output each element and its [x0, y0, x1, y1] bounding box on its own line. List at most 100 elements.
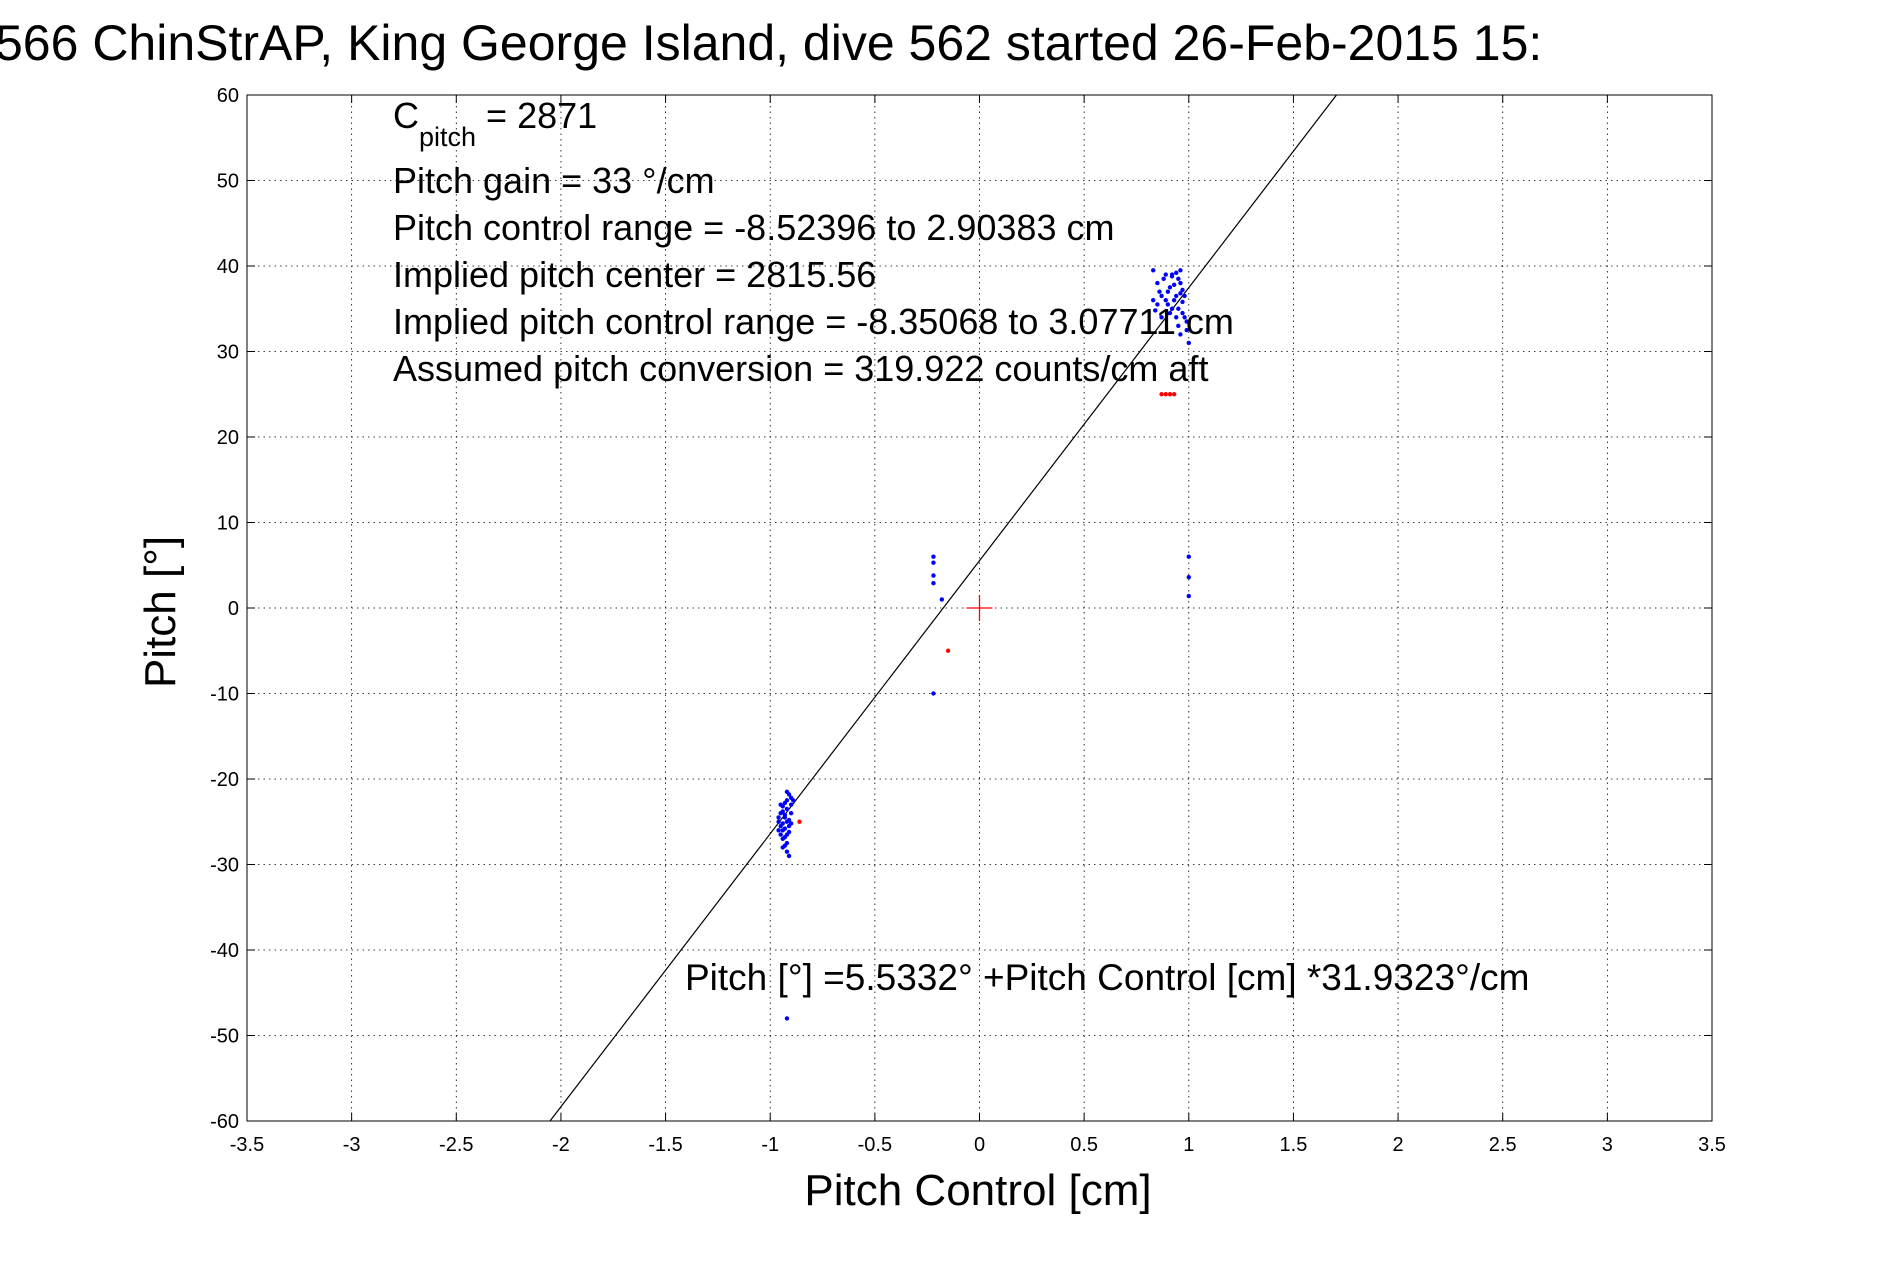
- blue-data-point: [780, 845, 785, 850]
- blue-data-point: [788, 821, 794, 826]
- blue-data-point: [778, 832, 783, 837]
- blue-data-point: [1182, 293, 1187, 299]
- blue-data-point: [1178, 268, 1183, 273]
- blue-data-point: [1151, 298, 1156, 303]
- blue-data-point: [1186, 575, 1191, 580]
- blue-data-point: [1163, 298, 1168, 303]
- blue-data-point: [1169, 306, 1175, 311]
- implied-range-annotation: Implied pitch control range = -8.35068 t…: [393, 301, 1234, 342]
- blue-data-point: [931, 560, 936, 565]
- x-tick-label: -2: [552, 1134, 570, 1156]
- x-tick-label: -1.5: [648, 1134, 682, 1156]
- x-tick-label: 0: [974, 1134, 985, 1156]
- blue-data-point: [782, 812, 788, 818]
- blue-data-point: [784, 1016, 790, 1021]
- implied-center-annotation: Implied pitch center = 2815.56: [393, 254, 876, 295]
- blue-data-point: [784, 849, 790, 854]
- y-tick-label: 30: [217, 342, 239, 364]
- blue-data-point: [1176, 306, 1181, 311]
- blue-data-point: [1161, 276, 1166, 282]
- y-tick-label: -60: [210, 1111, 239, 1133]
- fit-equation-label: Pitch [°] =5.5332° +Pitch Control [cm] *…: [685, 957, 1529, 998]
- blue-data-point: [780, 836, 785, 842]
- x-tick-label: 2.5: [1489, 1134, 1517, 1156]
- blue-data-point: [1176, 323, 1181, 329]
- blue-data-point: [1165, 302, 1171, 307]
- y-tick-label: 40: [217, 256, 239, 278]
- x-tick-label: -0.5: [858, 1134, 892, 1156]
- blue-data-point: [1174, 293, 1179, 299]
- blue-data-point: [776, 819, 781, 824]
- blue-data-point: [1180, 310, 1185, 316]
- tick-layer: -3.5 -3 -2.5 -2 -1.5 -1 -0.5 0 0.5 1 1.5 2 2.5 3 3.5 60…: [210, 85, 1726, 1156]
- y-tick-label: -10: [210, 684, 239, 706]
- red-data-point: [1171, 392, 1177, 397]
- pitch-gain-annotation: Pitch gain = 33 °/cm: [393, 160, 715, 201]
- blue-data-point: [1174, 315, 1179, 320]
- blue-data-point: [1171, 282, 1177, 288]
- c-pitch-prefix: C: [393, 95, 419, 136]
- blue-data-point: [1155, 302, 1160, 307]
- y-tick-label: 10: [217, 513, 239, 535]
- blue-data-point: [1151, 268, 1156, 273]
- assumed-conversion-annotation: Assumed pitch conversion = 319.922 count…: [393, 348, 1208, 389]
- chart-title: 566 ChinStrAP, King George Island, dive …: [0, 15, 1542, 71]
- y-axis-label: Pitch [°]: [136, 536, 185, 688]
- x-tick-label: 2: [1393, 1134, 1404, 1156]
- blue-data-point: [1186, 593, 1191, 599]
- y-tick-label: 20: [217, 427, 239, 449]
- blue-data-point: [782, 826, 788, 831]
- blue-data-point: [931, 554, 936, 559]
- blue-data-point: [784, 832, 790, 837]
- blue-data-point: [1155, 280, 1160, 286]
- x-tick-label: 3.5: [1698, 1134, 1726, 1156]
- blue-data-point: [1186, 554, 1191, 559]
- blue-data-point: [776, 815, 781, 820]
- blue-data-point: [1153, 308, 1158, 313]
- blue-data-point: [1167, 310, 1173, 316]
- blue-data-point: [776, 828, 781, 833]
- blue-data-point: [782, 800, 788, 806]
- blue-data-point: [939, 597, 945, 602]
- blue-data-point: [1184, 327, 1189, 333]
- blue-data-point: [931, 691, 936, 696]
- red-data-point: [1163, 392, 1168, 397]
- red-data-point: [797, 819, 802, 824]
- blue-data-point: [780, 821, 785, 826]
- y-tick-label: -20: [210, 769, 239, 791]
- control-range-annotation: Pitch control range = -8.52396 to 2.9038…: [393, 207, 1114, 248]
- blue-data-point: [1178, 280, 1183, 286]
- x-tick-label: -1: [761, 1134, 779, 1156]
- blue-data-point: [778, 811, 783, 816]
- blue-data-point: [1163, 272, 1168, 277]
- blue-data-point: [788, 802, 794, 807]
- blue-data-point: [1165, 289, 1171, 294]
- blue-data-point: [1157, 289, 1162, 294]
- y-tick-label: -30: [210, 855, 239, 877]
- blue-data-point: [1176, 276, 1181, 282]
- x-tick-label: -3: [343, 1134, 361, 1156]
- blue-data-point: [788, 811, 794, 816]
- blue-data-point: [784, 806, 790, 812]
- red-data-point: [945, 648, 951, 653]
- x-tick-label: 1: [1183, 1134, 1194, 1156]
- red-data-point: [1159, 392, 1164, 397]
- grid-layer: [247, 95, 1712, 1121]
- blue-data-point: [1167, 285, 1173, 290]
- c-pitch-subscript: pitch: [419, 122, 476, 152]
- y-tick-label: 60: [217, 85, 239, 107]
- center-marker: [966, 595, 993, 621]
- y-tick-label: -40: [210, 940, 239, 962]
- blue-data-point: [791, 798, 796, 803]
- blue-data-point: [1171, 298, 1177, 303]
- c-pitch-annotation: Cpitch = 2871: [393, 95, 597, 152]
- blue-data-point: [1178, 332, 1183, 337]
- blue-data-point: [784, 819, 790, 824]
- blue-data-point: [1169, 272, 1175, 277]
- x-tick-label: 0.5: [1070, 1134, 1098, 1156]
- blue-data-point: [1159, 293, 1164, 299]
- points-layer: [776, 268, 1191, 1021]
- blue-data-point: [1186, 340, 1191, 346]
